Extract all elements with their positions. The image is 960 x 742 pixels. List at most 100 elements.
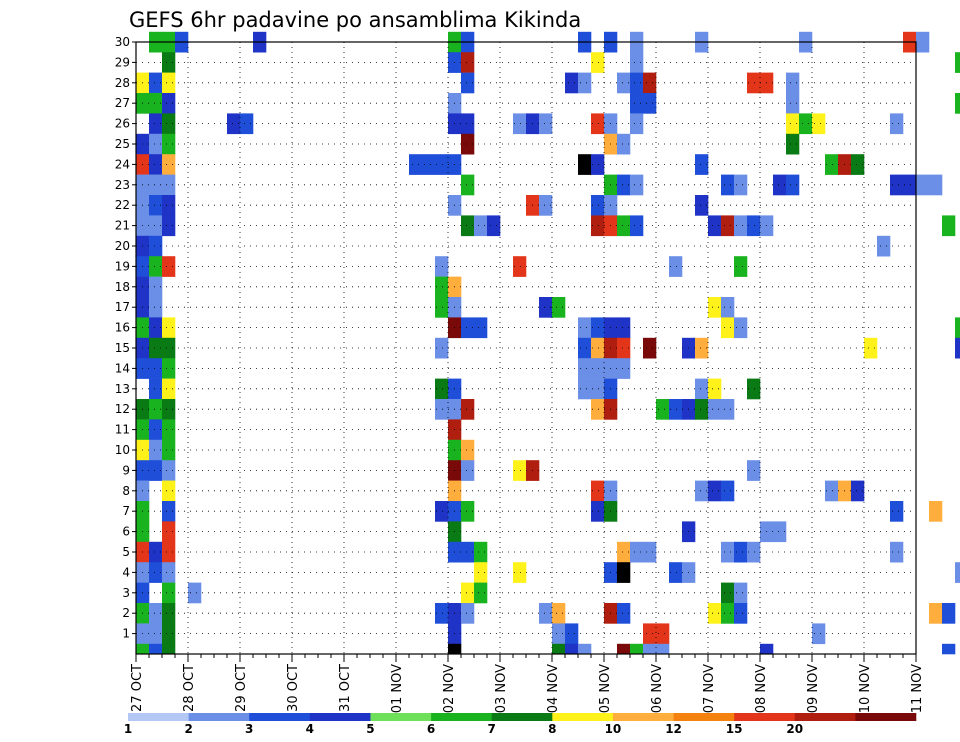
heatmap-cell <box>149 276 163 298</box>
heatmap-cell <box>656 643 670 655</box>
x-axis: 27 OCT 28 OCT 29 OCT 30 OCT 31 OCT 01 NOV 02 N… <box>130 654 925 713</box>
heatmap-cell <box>669 399 683 420</box>
heatmap-cell <box>162 480 176 502</box>
x-tick-label: 04 NOV <box>546 664 561 713</box>
heatmap-cell <box>162 358 176 379</box>
heatmap-cell <box>162 521 176 543</box>
heatmap-cells <box>136 31 960 655</box>
y-axis: 1234567891011121314151617181920212223242… <box>115 35 136 641</box>
colorbar-swatch <box>734 713 796 721</box>
heatmap-cell <box>721 297 735 318</box>
x-tick-label: 30 OCT <box>286 664 301 712</box>
heatmap-cell <box>617 72 631 94</box>
heatmap-cell <box>591 154 605 175</box>
heatmap-cell <box>734 215 748 237</box>
heatmap-cell <box>630 52 644 73</box>
heatmap-cell <box>578 358 592 379</box>
heatmap-cell <box>929 174 943 196</box>
heatmap-cell <box>786 133 800 155</box>
heatmap-cell <box>643 623 657 645</box>
heatmap-cell <box>695 195 709 216</box>
heatmap-cell <box>578 154 592 175</box>
heatmap-cell <box>721 215 735 237</box>
x-tick-label: 11 NOV <box>910 664 925 713</box>
heatmap-cell <box>695 480 709 502</box>
y-tick-label: 8 <box>122 484 130 498</box>
heatmap-cell <box>890 541 904 563</box>
colorbar-swatch <box>673 713 735 721</box>
heatmap-cell <box>149 154 163 175</box>
heatmap-cell <box>149 133 163 155</box>
heatmap-cell <box>942 215 956 237</box>
y-tick-label: 5 <box>122 545 130 559</box>
heatmap-cell <box>617 174 631 196</box>
heatmap-cell <box>708 480 722 502</box>
y-tick-label: 2 <box>122 606 130 620</box>
heatmap-cell <box>799 113 813 135</box>
heatmap-cell <box>578 643 592 655</box>
y-tick-label: 11 <box>115 423 130 437</box>
heatmap-cell <box>409 154 423 175</box>
heatmap-cell <box>812 113 826 135</box>
heatmap-cell <box>695 378 709 400</box>
heatmap-cell <box>448 643 462 655</box>
heatmap-cell <box>565 72 579 94</box>
y-tick-label: 28 <box>115 76 130 90</box>
heatmap-cell <box>162 337 176 359</box>
heatmap-cell <box>461 439 475 461</box>
heatmap-cell <box>955 317 960 339</box>
heatmap-cell <box>929 501 943 522</box>
heatmap-cell <box>643 541 657 563</box>
heatmap-cell <box>435 603 449 624</box>
heatmap-cell <box>162 460 176 481</box>
y-tick-label: 9 <box>122 463 130 477</box>
heatmap-cell <box>149 439 163 461</box>
heatmap-cell <box>513 113 527 135</box>
heatmap-cell <box>955 562 960 583</box>
heatmap-cell <box>708 603 722 624</box>
heatmap-cell <box>630 541 644 563</box>
heatmap-cell <box>162 582 176 604</box>
heatmap-cell <box>461 215 475 237</box>
heatmap-cell <box>513 256 527 277</box>
heatmap-cell <box>578 317 592 339</box>
heatmap-cell <box>578 378 592 400</box>
colorbar-label: 6 <box>427 722 435 736</box>
heatmap-cell <box>539 195 553 216</box>
heatmap-cell <box>149 72 163 94</box>
heatmap-cell <box>955 93 960 114</box>
heatmap-cell <box>942 643 956 655</box>
heatmap-cell <box>955 337 960 359</box>
heatmap-cell <box>630 72 644 94</box>
heatmap-cell <box>162 72 176 94</box>
heatmap-cell <box>578 337 592 359</box>
heatmap-cell <box>162 113 176 135</box>
heatmap-cell <box>461 501 475 522</box>
heatmap-cell <box>630 215 644 237</box>
heatmap-cell <box>149 113 163 135</box>
heatmap-cell <box>422 154 436 175</box>
heatmap-cell <box>435 501 449 522</box>
heatmap-cell <box>643 72 657 94</box>
heatmap-cell <box>760 643 774 655</box>
x-tick-label: 02 NOV <box>442 664 457 713</box>
heatmap-cell <box>149 460 163 481</box>
colorbar-label: 1 <box>124 722 132 736</box>
heatmap-cell <box>162 133 176 155</box>
heatmap-cell <box>656 623 670 645</box>
heatmap-cell <box>747 72 761 94</box>
y-tick-label: 6 <box>122 525 130 539</box>
heatmap-cell <box>591 195 605 216</box>
colorbar-label: 20 <box>786 722 803 736</box>
heatmap-cell <box>149 378 163 400</box>
heatmap-cell <box>474 562 488 583</box>
heatmap-cell <box>149 174 163 196</box>
heatmap-cell <box>149 195 163 216</box>
heatmap-cell <box>721 317 735 339</box>
heatmap-cell <box>162 541 176 563</box>
heatmap-cell <box>617 337 631 359</box>
y-tick-label: 15 <box>115 341 130 355</box>
heatmap-cell <box>890 501 904 522</box>
heatmap-cell <box>747 378 761 400</box>
